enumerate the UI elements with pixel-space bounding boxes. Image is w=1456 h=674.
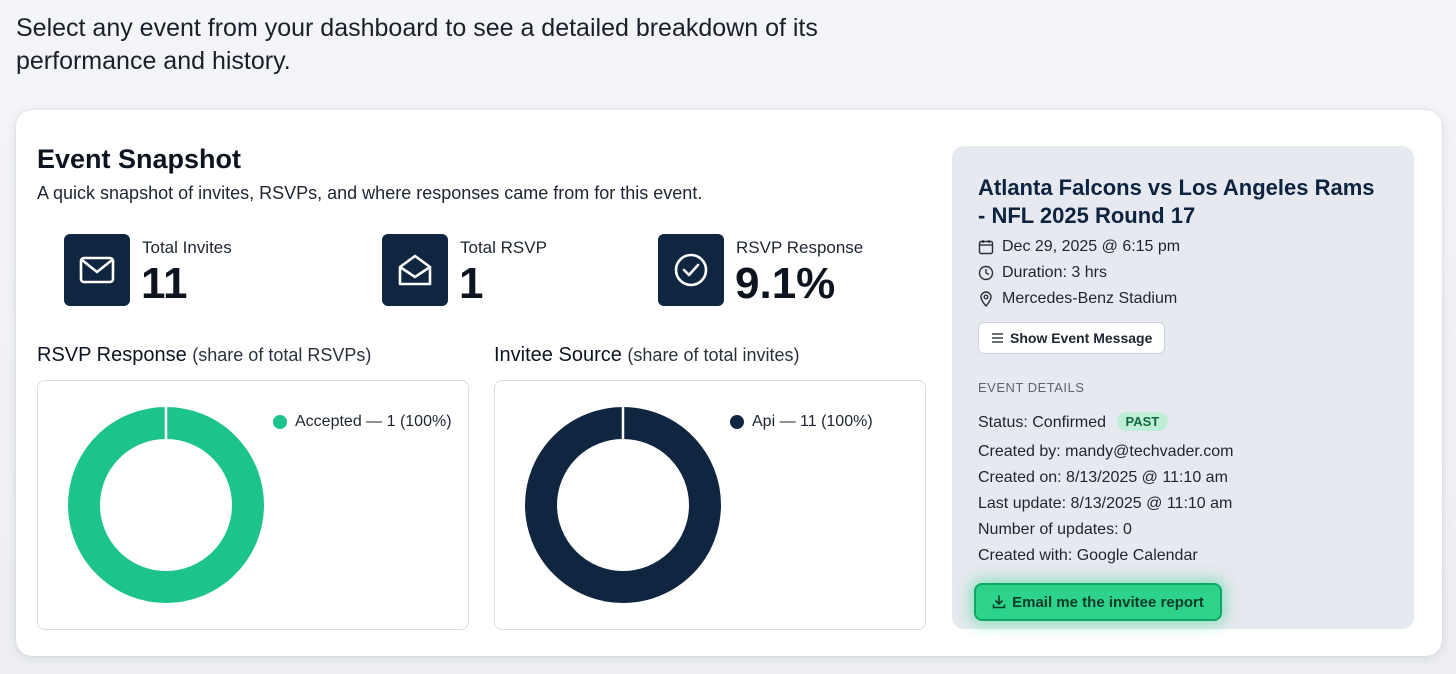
donut-slice-api [525,407,721,603]
status-text: Status: Confirmed [978,414,1107,431]
clock-icon [978,265,994,281]
event-date: Dec 29, 2025 @ 6:15 pm [978,238,1180,256]
calendar-icon [978,240,994,255]
legend-label-accepted: Accepted — 1 (100%) [295,413,452,430]
stat-label: RSVP Response [736,238,864,257]
rsvp-donut [68,406,264,603]
event-details-heading: EVENT DETAILS [978,380,1085,395]
show-event-message-button[interactable]: Show Event Message [978,322,1166,354]
rsvp-chart-title-main: RSVP Response [37,344,187,366]
stat-label: Total Invites [142,238,232,257]
event-snapshot-card: Event Snapshot A quick snapshot of invit… [16,110,1442,656]
stat-value: 11 [141,259,188,308]
legend-label-api: Api — 11 (100%) [752,413,873,430]
open-mail-icon [382,234,448,306]
intro-text: Select any event from your dashboard to … [16,14,818,75]
event-location-text: Mercedes-Benz Stadium [1002,290,1178,307]
lines-icon [992,333,1003,343]
status-badge: PAST [1116,412,1169,431]
source-chart-title-sub: (share of total invites) [627,345,800,365]
rsvp-chart-title-sub: (share of total RSVPs) [192,345,372,365]
created-with: Created with: Google Calendar [978,547,1198,564]
legend-swatch-api [730,415,744,429]
snapshot-title: Event Snapshot [37,144,242,174]
legend-swatch-accepted [273,415,287,429]
email-invitee-report-label: Email me the invitee report [1012,593,1204,611]
event-detail-panel: Atlanta Falcons vs Los Angeles Rams - NF… [952,146,1414,629]
created-on: Created on: 8/13/2025 @ 11:10 am [978,469,1228,486]
snapshot-subtitle: A quick snapshot of invites, RSVPs, and … [37,183,703,203]
last-update: Last update: 8/13/2025 @ 11:10 am [978,495,1233,512]
event-duration: Duration: 3 hrs [978,264,1107,282]
show-event-message-label: Show Event Message [1010,330,1153,346]
event-title: Atlanta Falcons vs Los Angeles Rams - NF… [978,175,1375,228]
stat-value: 1 [459,259,484,308]
created-by: Created by: mandy@techvader.com [978,443,1234,460]
source-chart-title: Invitee Source (share of total invites) [494,344,800,367]
rsvp-chart: Accepted — 1 (100%) [37,380,469,630]
status-line: Status: Confirmed PAST [978,412,1169,432]
event-location: Mercedes-Benz Stadium [978,290,1177,308]
check-circle-icon [658,234,724,306]
event-duration-text: Duration: 3 hrs [1002,264,1107,281]
stat-value: 9.1% [735,259,836,308]
map-pin-icon [980,291,992,307]
download-icon [992,595,1006,609]
source-chart-title-main: Invitee Source [494,344,622,366]
number-of-updates: Number of updates: 0 [978,521,1132,538]
event-date-text: Dec 29, 2025 @ 6:15 pm [1002,238,1181,255]
email-invitee-report-button[interactable]: Email me the invitee report [974,583,1222,621]
rsvp-legend: Accepted — 1 (100%) [273,413,452,431]
source-donut [525,406,721,603]
rsvp-chart-title: RSVP Response (share of total RSVPs) [37,344,371,367]
mail-icon [64,234,130,306]
stat-label: Total RSVP [460,238,547,257]
donut-slice-accepted [68,407,264,603]
source-legend: Api — 11 (100%) [730,413,873,431]
source-chart: Api — 11 (100%) [494,380,926,630]
